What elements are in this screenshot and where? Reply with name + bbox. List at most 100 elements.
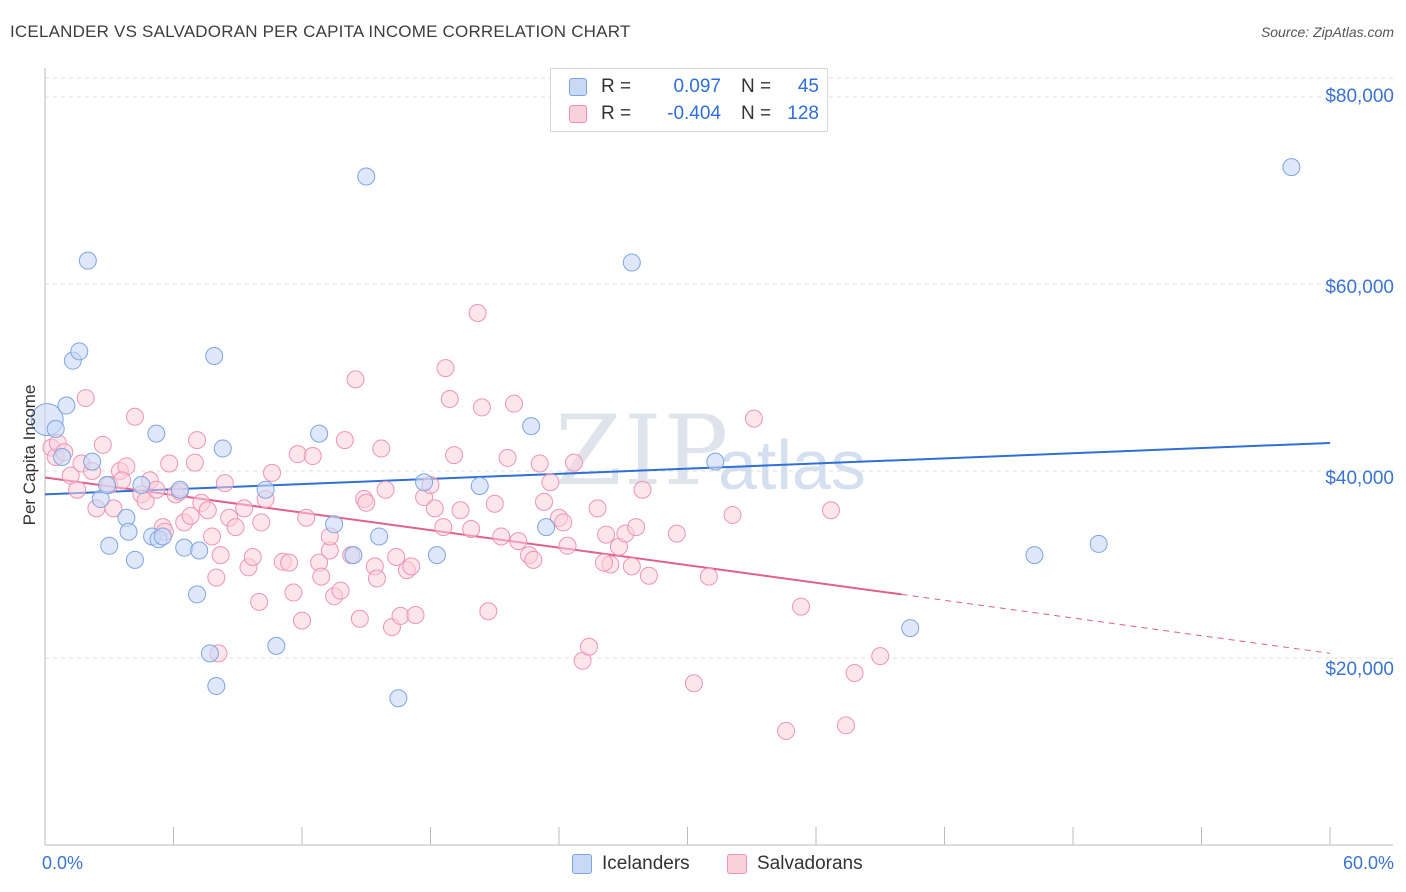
icelander-point [622,253,641,272]
salvadoran-point [372,439,391,458]
salvadoran-point [288,445,307,464]
salvadoran-point [406,605,425,624]
legend-swatch-pink [569,105,587,123]
salvadoran-point [558,536,577,555]
bottom-legend-icelanders: Icelanders [572,851,690,877]
salvadoran-point [530,454,549,473]
icelander-point [213,439,232,458]
correlation-legend: R = 0.097 N = 45 R = -0.404 N = 128 [550,68,828,132]
icelander-point [1282,158,1301,177]
x-tick-max: 60.0% [1342,853,1394,873]
icelander-point [310,424,329,443]
salvadoran-point [147,480,166,499]
bottom-legend-salvadorans: Salvadorans [727,851,863,877]
icelander-point [200,644,219,663]
salvadoran-point [436,359,455,378]
legend-r-value: -0.404 [667,103,721,124]
legend-n-value: 45 [797,76,819,97]
x-tick-min: 0.0% [42,853,84,873]
salvadoran-point [871,647,890,666]
salvadoran-point [468,303,487,322]
icelander-point [389,689,408,708]
salvadoran-point [524,550,543,569]
salvadoran-point [211,546,230,565]
salvadoran-point [554,513,573,532]
salvadoran-point [425,499,444,518]
salvadoran-point [357,493,376,512]
salvadoran-point [836,716,855,735]
icelander-point [370,527,389,546]
icelander-point [522,417,541,436]
salvadoran-point [331,581,350,600]
legend-r-value: 0.097 [673,76,721,97]
salvadoran-point [303,447,322,466]
salvadoran-point [402,557,421,576]
legend-row-icelanders: R = 0.097 N = 45 [569,74,819,100]
icelander-point [415,473,434,492]
y-tick-60000: $60,000 [1325,277,1394,298]
salvadoran-point [280,553,299,572]
salvadoran-point [113,471,132,490]
salvadoran-point [207,568,226,587]
salvadoran-point [235,499,254,518]
icelander-point [344,546,363,565]
icelander-point [190,541,209,560]
icelander-point [70,342,89,361]
salvadoran-point [845,663,864,682]
salvadoran-point [263,463,282,482]
salvadoran-point [492,527,511,546]
legend-n-value: 128 [787,103,819,124]
salvadoran-point [667,524,686,543]
salvadoran-point [699,567,718,586]
legend-r-label: R = [601,76,632,97]
icelander-point [357,167,376,186]
salvadoran-point [633,480,652,499]
legend-swatch-blue [569,78,587,96]
bottom-legend-swatch-pink [727,854,747,874]
salvadoran-point [198,501,217,520]
salvadoran-point [479,602,498,621]
salvadoran-point [346,370,365,389]
icelander-point [98,476,117,495]
icelander-point [53,447,72,466]
icelander-point [537,518,556,537]
salvadoran-point [509,532,528,551]
salvadoran-point [350,609,369,628]
icelander-point [207,677,226,696]
salvadoran-point [588,499,607,518]
salvadoran-point [297,508,316,527]
legend-n-label: N = [741,76,772,97]
y-axis-label: Per Capita Income [20,384,39,526]
legend-row-salvadorans: R = -0.404 N = 128 [569,101,819,127]
salvadoran-point [250,592,269,611]
icelander-point [83,452,102,471]
salvadoran-point [541,473,560,492]
salvadoran-point [535,492,554,511]
salvadoran-point [367,569,386,588]
salvadoran-point [472,398,491,417]
icelander-point [125,550,144,569]
salvadoran-point [498,448,517,467]
salvadoran-point [203,527,222,546]
salvadoran-point [335,431,354,450]
salvadoran-point [445,446,464,465]
legend-r-label: R = [601,103,632,124]
y-tick-80000: $80,000 [1325,86,1394,107]
salvadoran-point [93,435,112,454]
icelanders-trend-line [44,441,1331,496]
salvadoran-point [293,611,311,630]
icelander-point [256,480,275,499]
salvadoran-point [777,721,796,740]
icelander-point [1025,546,1044,565]
salvadoran-point [597,525,616,544]
salvadoran-point [627,518,646,537]
chart-title: ICELANDER VS SALVADORAN PER CAPITA INCOM… [10,22,631,41]
icelanders-points [30,158,1301,708]
icelander-point [119,522,138,541]
salvadoran-point [434,518,453,537]
icelander-point [901,619,920,638]
salvadoran-point [376,480,395,499]
bottom-legend-swatch-blue [572,854,592,874]
salvadoran-point [160,454,179,473]
